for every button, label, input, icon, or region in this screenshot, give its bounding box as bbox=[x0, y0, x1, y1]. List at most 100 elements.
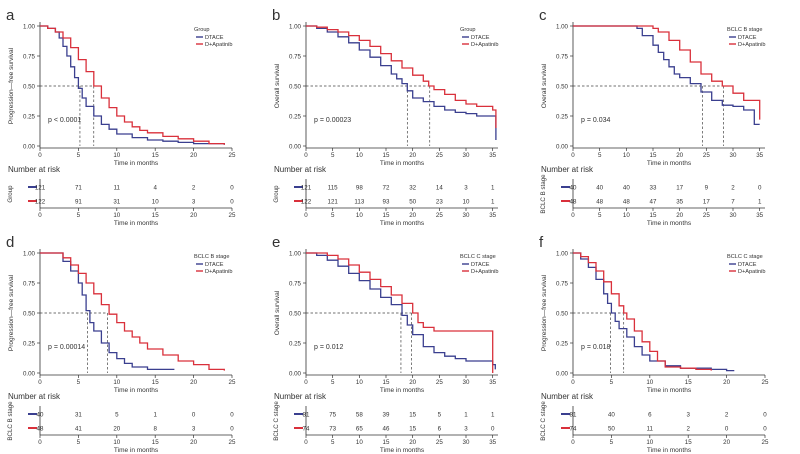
risk-y-axis-title: BCLC C stage bbox=[273, 401, 280, 441]
risk-table-title: Number at risk bbox=[541, 392, 594, 401]
risk-count: 2 bbox=[192, 185, 196, 192]
risk-count: 0 bbox=[230, 412, 234, 419]
x-tick-label: 0 bbox=[571, 152, 575, 159]
risk-count: 71 bbox=[75, 185, 82, 192]
risk-x-tick-label: 25 bbox=[436, 439, 443, 446]
risk-count: 5 bbox=[115, 412, 119, 419]
risk-count: 10 bbox=[152, 199, 159, 206]
y-tick-label: 0.25 bbox=[556, 114, 569, 121]
x-tick-label: 15 bbox=[152, 379, 159, 386]
risk-x-tick-label: 15 bbox=[383, 212, 390, 219]
x-tick-label: 15 bbox=[685, 379, 692, 386]
panel-letter: c bbox=[539, 7, 547, 24]
x-tick-label: 25 bbox=[436, 152, 443, 159]
x-tick-label: 10 bbox=[113, 379, 120, 386]
risk-x-axis-title: Time in months bbox=[647, 220, 692, 227]
risk-count: 48 bbox=[570, 199, 577, 206]
legend-label: DTACE bbox=[738, 262, 757, 268]
risk-count: 31 bbox=[75, 412, 82, 419]
x-tick-label: 5 bbox=[77, 379, 81, 386]
x-tick-label: 0 bbox=[304, 152, 308, 159]
risk-count: 65 bbox=[356, 426, 363, 433]
x-tick-label: 35 bbox=[756, 152, 763, 159]
risk-count: 122 bbox=[301, 199, 312, 206]
x-axis-title: Time in months bbox=[647, 160, 692, 167]
risk-x-tick-label: 10 bbox=[113, 212, 120, 219]
risk-count: 3 bbox=[192, 426, 196, 433]
panel-letter: b bbox=[272, 7, 280, 24]
p-value: p = 0.018 bbox=[581, 344, 610, 351]
risk-x-tick-label: 5 bbox=[331, 212, 335, 219]
risk-count: 122 bbox=[35, 199, 46, 206]
panel-d: d0.000.250.500.751.000 5 10 15 20 25Progressi… bbox=[6, 234, 236, 454]
risk-x-tick-label: 35 bbox=[489, 439, 496, 446]
risk-count: 23 bbox=[436, 199, 443, 206]
y-tick-label: 0.75 bbox=[23, 281, 36, 288]
risk-x-tick-label: 15 bbox=[383, 439, 390, 446]
km-curve-dap bbox=[306, 25, 497, 128]
risk-x-tick-label: 25 bbox=[229, 439, 236, 446]
y-tick-label: 0.50 bbox=[289, 84, 302, 91]
risk-count: 41 bbox=[75, 426, 82, 433]
x-tick-label: 20 bbox=[676, 152, 683, 159]
y-tick-label: 0.75 bbox=[556, 281, 569, 288]
risk-count: 58 bbox=[356, 412, 363, 419]
x-axis-title: Time in months bbox=[647, 387, 692, 394]
x-tick-label: 25 bbox=[762, 379, 769, 386]
risk-count: 15 bbox=[409, 426, 416, 433]
risk-count: 3 bbox=[192, 199, 196, 206]
risk-count: 113 bbox=[354, 199, 364, 206]
y-tick-label: 0.25 bbox=[556, 341, 569, 348]
y-tick-label: 0.50 bbox=[23, 84, 36, 91]
risk-count: 33 bbox=[650, 185, 657, 192]
panel-letter: d bbox=[6, 234, 14, 251]
risk-x-tick-label: 5 bbox=[598, 212, 602, 219]
y-tick-label: 0.50 bbox=[289, 311, 302, 318]
risk-x-tick-label: 30 bbox=[463, 439, 470, 446]
risk-count: 1 bbox=[491, 199, 495, 206]
x-tick-label: 0 bbox=[304, 379, 308, 386]
risk-count: 1 bbox=[464, 412, 468, 419]
risk-x-tick-label: 0 bbox=[304, 439, 308, 446]
risk-count: 17 bbox=[703, 199, 710, 206]
risk-count: 0 bbox=[230, 199, 234, 206]
legend-label: D+Apatinib bbox=[205, 269, 233, 275]
x-tick-label: 20 bbox=[190, 152, 197, 159]
km-curve-dap bbox=[573, 25, 761, 120]
risk-x-tick-label: 0 bbox=[304, 212, 308, 219]
risk-y-axis-title: BCLC C stage bbox=[540, 401, 547, 441]
km-curve-dap bbox=[40, 252, 225, 371]
panel-c: c0.000.250.500.751.000 5 10 15 20 25 30 35Overa… bbox=[539, 7, 766, 227]
x-tick-label: 20 bbox=[409, 152, 416, 159]
panel-letter: a bbox=[6, 7, 15, 24]
x-tick-label: 30 bbox=[463, 379, 470, 386]
x-tick-label: 5 bbox=[598, 152, 602, 159]
legend-title: BCLC C stage bbox=[727, 254, 763, 260]
x-tick-label: 25 bbox=[703, 152, 710, 159]
legend-label: DTACE bbox=[738, 35, 757, 41]
risk-x-tick-label: 25 bbox=[703, 212, 710, 219]
km-curve-dtace bbox=[40, 252, 175, 371]
km-curve-dap bbox=[573, 252, 712, 371]
p-value: p < 0.0001 bbox=[48, 117, 81, 124]
x-tick-label: 5 bbox=[610, 379, 614, 386]
risk-x-tick-label: 35 bbox=[756, 212, 763, 219]
risk-count: 6 bbox=[648, 412, 652, 419]
x-axis-title: Time in months bbox=[114, 160, 159, 167]
y-tick-label: 0.00 bbox=[23, 144, 36, 151]
p-value: p = 0.012 bbox=[314, 344, 343, 351]
risk-x-tick-label: 20 bbox=[409, 212, 416, 219]
x-tick-label: 0 bbox=[38, 152, 42, 159]
risk-x-tick-label: 25 bbox=[762, 439, 769, 446]
y-tick-label: 1.00 bbox=[289, 251, 302, 258]
risk-x-tick-label: 5 bbox=[331, 439, 335, 446]
y-axis-title: Overall survival bbox=[541, 63, 548, 108]
risk-x-tick-label: 20 bbox=[190, 212, 197, 219]
x-axis-title: Time in months bbox=[380, 387, 425, 394]
risk-count: 0 bbox=[763, 426, 767, 433]
risk-count: 1 bbox=[491, 185, 495, 192]
risk-count: 74 bbox=[303, 426, 310, 433]
risk-count: 2 bbox=[731, 185, 735, 192]
legend-title: BCLC B stage bbox=[727, 27, 762, 33]
